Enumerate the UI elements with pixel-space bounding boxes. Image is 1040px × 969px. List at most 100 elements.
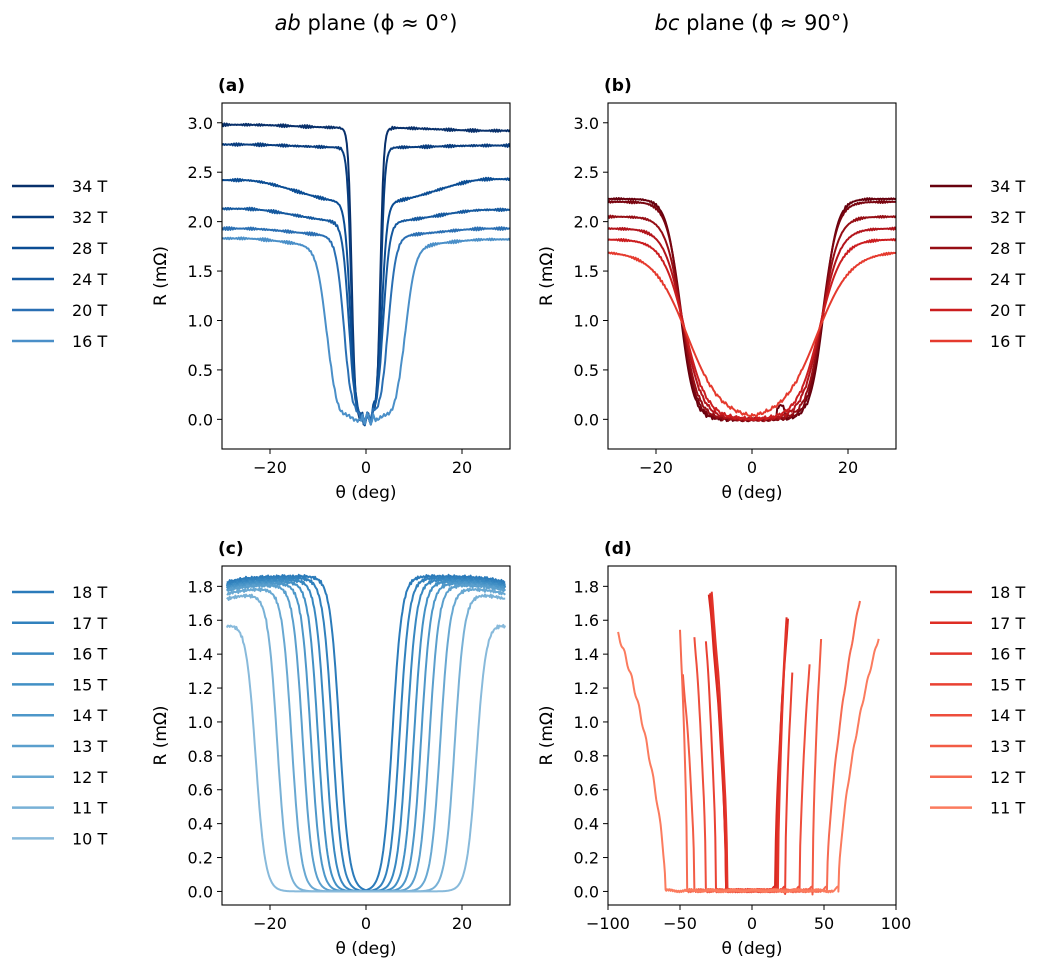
legend-entry: 20 T — [72, 301, 107, 320]
y-tick-label: 3.0 — [188, 114, 213, 133]
y-tick-label: 1.5 — [574, 262, 599, 281]
y-tick-label: 0.2 — [188, 849, 213, 868]
series-line — [608, 238, 896, 421]
curves-c — [225, 573, 507, 893]
y-tick-label: 0.0 — [574, 410, 599, 429]
legend-entry: 16 T — [72, 645, 107, 664]
panel-b: (b) −20 0 20 0.0 0.5 1.0 1.5 2.0 2.5 3.0 θ (deg) R (… — [537, 76, 1025, 503]
legend-entry: 32 T — [72, 208, 107, 227]
y-tick-label: 1.0 — [574, 713, 599, 732]
series-line — [225, 577, 507, 893]
y-axis-label: R (mΩ) — [537, 246, 557, 306]
y-tick-label: 0.5 — [188, 361, 213, 380]
legend-entry: 24 T — [990, 270, 1025, 289]
x-tick-label: 20 — [452, 914, 472, 933]
y-tick-label: 0.0 — [188, 882, 213, 901]
panel-label-b: (b) — [604, 76, 632, 96]
y-tick-label: 0.2 — [574, 849, 599, 868]
curves-a — [222, 122, 510, 427]
x-tick-label: −20 — [253, 914, 287, 933]
legend-entry: 10 T — [72, 829, 107, 848]
y-axis-label: R (mΩ) — [151, 246, 171, 306]
x-axis-label: θ (deg) — [335, 939, 396, 959]
y-tick-label: 0.6 — [574, 781, 599, 800]
x-tick-label: 100 — [881, 914, 912, 933]
y-tick-label: 0.4 — [574, 815, 599, 834]
series-line — [226, 581, 506, 893]
series-line — [608, 197, 896, 423]
y-tick-label: 1.6 — [574, 611, 599, 630]
y-tick-label: 2.5 — [574, 163, 599, 182]
legend-entry: 13 T — [72, 737, 107, 756]
x-tick-label: −50 — [663, 914, 697, 933]
legend-b: 34 T 32 T 28 T 24 T 20 T 16 T — [930, 177, 1025, 351]
y-tick-label: 1.0 — [574, 311, 599, 330]
x-tick-label: 0 — [361, 458, 371, 477]
curves-b — [608, 197, 896, 423]
legend-entry: 34 T — [990, 177, 1025, 196]
legend-d: 18 T 17 T 16 T 15 T 14 T 13 T 12 T 11 T — [930, 583, 1025, 818]
x-tick-label: −100 — [586, 914, 630, 933]
panel-c: (c) −20 0 20 0.0 0.2 0.4 0.6 0.8 1.0 1.2 1.4 1.6 1.8 θ… — [12, 539, 511, 959]
legend-entry: 18 T — [72, 583, 107, 602]
x-axis-label: θ (deg) — [721, 939, 782, 959]
y-tick-label: 1.8 — [188, 577, 213, 596]
y-tick-label: 0.8 — [188, 747, 213, 766]
legend-entry: 11 T — [72, 799, 107, 818]
y-tick-label: 1.2 — [188, 679, 213, 698]
plot-frame — [221, 102, 511, 450]
legend-entry: 13 T — [990, 737, 1025, 756]
series-line — [222, 236, 510, 426]
panel-a: (a) −20 0 20 0.0 0.5 1.0 1.5 2.0 2.5 3.0 θ (deg) R (… — [12, 76, 511, 503]
series-line — [222, 226, 510, 425]
legend-entry: 12 T — [72, 768, 107, 787]
y-tick-label: 0.8 — [574, 747, 599, 766]
series-line — [222, 142, 510, 426]
legend-entry: 34 T — [72, 177, 107, 196]
column-title-left: ab plane (ϕ ≈ 0°) — [275, 11, 458, 35]
column-title-right: bc plane (ϕ ≈ 90°) — [655, 11, 850, 35]
y-tick-label: 1.2 — [574, 679, 599, 698]
legend-entry: 28 T — [72, 239, 107, 258]
series-line — [617, 631, 880, 894]
x-tick-label: 50 — [814, 914, 834, 933]
legend-entry: 14 T — [990, 706, 1025, 725]
y-tick-label: 2.0 — [574, 213, 599, 232]
legend-entry: 32 T — [990, 208, 1025, 227]
y-tick-label: 0.0 — [188, 410, 213, 429]
y-tick-label: 1.6 — [188, 611, 213, 630]
y-tick-label: 0.5 — [574, 361, 599, 380]
legend-entry: 16 T — [990, 645, 1025, 664]
series-line — [226, 573, 506, 892]
series-line — [222, 176, 510, 427]
panel-label-c: (c) — [218, 539, 244, 559]
series-line — [608, 226, 896, 422]
legend-entry: 24 T — [72, 270, 107, 289]
series-line — [222, 122, 510, 426]
x-axis-label: θ (deg) — [721, 483, 782, 503]
curves-d — [617, 591, 880, 896]
panel-label-a: (a) — [218, 76, 245, 96]
panel-label-d: (d) — [604, 539, 632, 559]
y-tick-label: 0.0 — [574, 882, 599, 901]
y-axis-label: R (mΩ) — [537, 705, 557, 765]
legend-entry: 15 T — [990, 675, 1025, 694]
y-tick-label: 1.0 — [188, 311, 213, 330]
legend-c: 18 T 17 T 16 T 15 T 14 T 13 T 12 T 11 T 10 T — [12, 583, 107, 848]
legend-entry: 17 T — [72, 614, 107, 633]
legend-entry: 20 T — [990, 301, 1025, 320]
legend-entry: 16 T — [72, 332, 107, 351]
y-tick-label: 1.4 — [188, 645, 213, 664]
legend-entry: 12 T — [990, 768, 1025, 787]
x-tick-label: 0 — [361, 914, 371, 933]
panel-d: (d) −100 −50 0 50 100 0.0 0.2 0.4 0.6 0.8 1.0 1.2 1.4… — [537, 539, 1025, 959]
x-tick-label: 20 — [452, 458, 472, 477]
y-tick-label: 1.5 — [188, 262, 213, 281]
series-line — [225, 579, 506, 893]
legend-a: 34 T 32 T 28 T 24 T 20 T 16 T — [12, 177, 107, 351]
legend-entry: 28 T — [990, 239, 1025, 258]
plot-frame — [607, 102, 897, 450]
x-tick-label: 20 — [838, 458, 858, 477]
x-tick-label: −20 — [253, 458, 287, 477]
series-line — [226, 593, 506, 893]
